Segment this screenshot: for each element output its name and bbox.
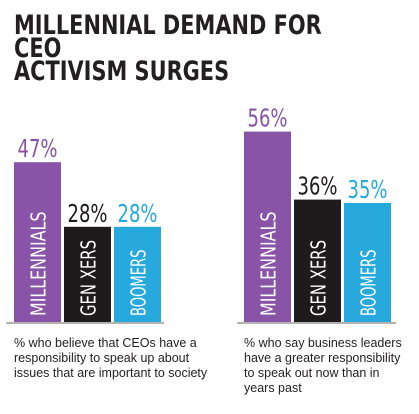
value-label-1-3: 28% xyxy=(118,199,158,228)
value-label-1-2: 28% xyxy=(68,199,108,228)
chart-title: MILLENNIAL DEMAND FOR CEO ACTIVISM SURGE… xyxy=(14,10,358,87)
bar-2-millennials xyxy=(244,131,291,322)
bar-1-boomers xyxy=(114,226,161,322)
category-label-2-1: MILLENNIALS xyxy=(257,212,281,317)
bar-1-gen-xers xyxy=(64,226,111,322)
value-label-2-1: 56% xyxy=(248,104,288,133)
category-label-1-3: BOOMERS xyxy=(127,250,151,317)
category-label-2-2: GEN XERS xyxy=(307,240,331,316)
bar-1-millennials xyxy=(14,162,61,322)
value-label-2-3: 35% xyxy=(348,175,388,204)
chart-title-line-2: ACTIVISM SURGES xyxy=(14,56,230,87)
bar-2-boomers xyxy=(344,203,391,322)
bar-2-gen-xers xyxy=(294,199,341,322)
category-label-1-2: GEN XERS xyxy=(77,240,101,316)
value-label-2-2: 36% xyxy=(298,172,338,201)
chart-title-line-1: MILLENNIAL DEMAND FOR CEO xyxy=(14,10,322,64)
chart-1-caption: % who believe that CEOs have a responsib… xyxy=(14,336,208,380)
category-label-2-3: BOOMERS xyxy=(357,250,381,317)
chart-2-caption: % who say business leaders have a greate… xyxy=(244,336,402,395)
category-label-1-1: MILLENNIALS xyxy=(27,212,51,317)
value-label-1-1: 47% xyxy=(18,134,58,163)
